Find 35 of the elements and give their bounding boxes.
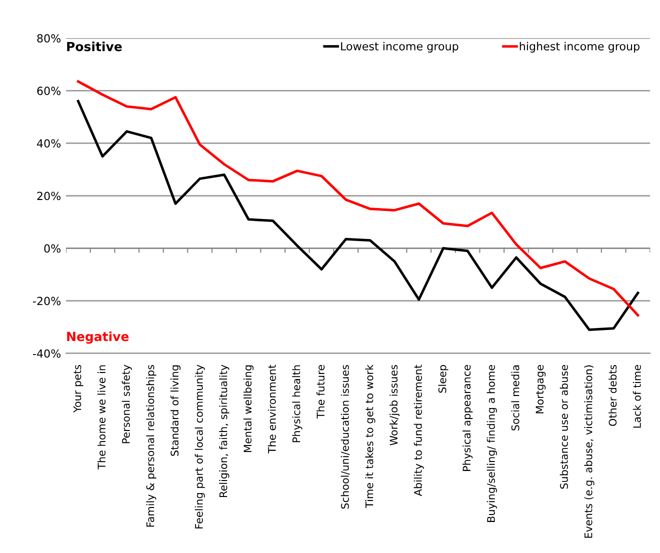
annotation: Negative [67,332,129,344]
x-tick-label: Your pets [73,364,84,413]
y-tick-label: 80% [37,34,61,43]
x-tick-label: Feeling part of local community [194,364,205,528]
x-tick-label: The future [316,365,325,419]
x-tick-label: Social media [511,365,520,430]
x-tick-label: The home we live in [97,365,106,470]
x-tick-label: Physical appearance [462,365,473,471]
x-tick-label: Family & personal relationships [146,364,156,527]
x-tick-label: Ability to fund retirement [414,364,424,496]
x-tick-label: Physical health [292,365,302,442]
x-tick-label: Personal safety [122,364,132,444]
y-tick-label: -40% [32,349,61,358]
x-tick-label: Work/job issues [390,364,400,446]
x-tick-label: School/uni/education issues [340,364,350,509]
y-tick-label: 60% [37,86,61,96]
x-tick-label: Events (e.g. abuse, victimisation) [584,365,594,538]
x-tick-label: Time it takes to get to work [365,364,376,508]
x-tick-label: Sleep [438,365,448,393]
y-tick-label: 20% [37,192,61,200]
x-tick-label: Mortgage [536,365,546,414]
x-tick-label: Mental wellbeing [243,365,254,452]
legend-label: Lowest income group [341,42,458,53]
annotation: Positive [67,42,122,52]
x-tick-label: Substance use or abuse [560,365,568,489]
x-tick-label: Standard of living [170,365,181,456]
x-tick-label: Buying/selling/ finding a home [486,365,497,522]
y-tick-label: 0% [44,244,61,253]
x-tick-label: The environment [268,364,276,454]
legend-label: highest income group [520,42,640,53]
x-tick-label: Lack of time [632,365,641,428]
x-tick-label: Other debts [608,364,617,426]
y-tick-label: -20% [32,296,61,306]
x-tick-label: Religion, faith, spirituality [219,364,230,497]
y-tick-label: 40% [36,139,61,148]
